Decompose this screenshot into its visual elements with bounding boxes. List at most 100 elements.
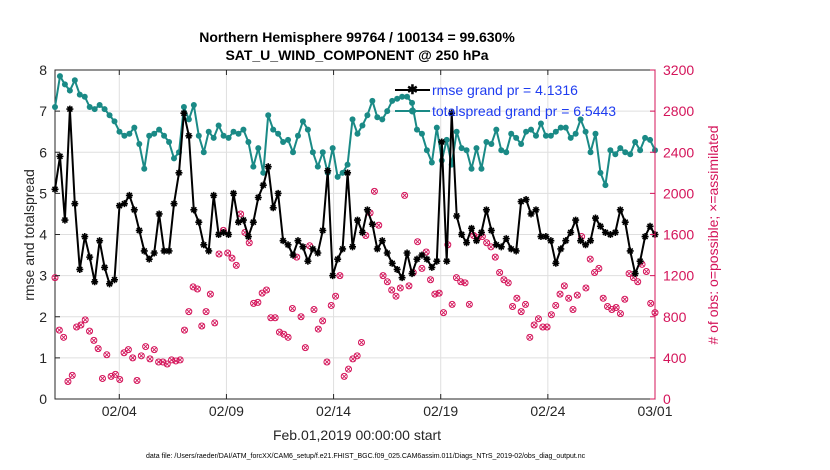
obs-point — [64, 378, 72, 386]
obs-point-cross — [78, 322, 84, 328]
totalspread-series — [52, 73, 658, 189]
obs-point — [215, 250, 223, 258]
totalspread-point — [503, 149, 510, 156]
obs-point-cross — [229, 255, 235, 261]
obs-point — [582, 284, 590, 292]
obs-count-series — [51, 187, 659, 386]
rmse-point — [606, 231, 614, 238]
rmse-point — [477, 228, 485, 236]
totalspread-point — [483, 138, 490, 145]
rmse-point — [225, 231, 233, 238]
obs-point-cross — [647, 300, 654, 307]
rmse-point — [393, 265, 401, 273]
obs-point — [543, 323, 551, 331]
obs-point-cross — [535, 315, 542, 322]
totalspread-point — [126, 130, 133, 137]
obs-point — [332, 292, 340, 300]
obs-point — [452, 274, 460, 282]
obs-point — [150, 346, 158, 354]
rmse-point — [254, 193, 262, 201]
obs-point — [146, 355, 154, 363]
obs-point — [90, 336, 98, 344]
totalspread-point — [240, 126, 247, 133]
obs-point-cross — [440, 309, 447, 316]
totalspread-point — [364, 112, 371, 119]
totalspread-point — [428, 159, 435, 166]
obs-point-cross — [298, 313, 304, 320]
footer-data-file: data file: /Users/raeder/DAI/ATM_forcXX/… — [146, 453, 586, 460]
rmse-point — [398, 274, 406, 282]
rmse-point — [279, 237, 287, 245]
obs-point — [591, 269, 599, 277]
y-right-tick-label: 2800 — [663, 103, 694, 119]
totalspread-point — [557, 124, 564, 131]
totalspread-point — [647, 136, 654, 143]
obs-point — [202, 308, 210, 316]
rmse-point — [269, 204, 277, 212]
rmse-point — [413, 255, 421, 263]
rmse-point — [86, 253, 94, 261]
obs-point — [51, 274, 59, 282]
rmse-point — [611, 228, 619, 236]
obs-point — [383, 278, 391, 286]
obs-point-cross — [211, 320, 218, 326]
obs-point-cross — [557, 291, 563, 297]
rmse-point — [472, 237, 480, 245]
totalspread-point — [349, 116, 356, 123]
obs-point-cross — [181, 327, 188, 333]
x-tick-label: 03/01 — [637, 403, 672, 419]
totalspread-point — [354, 130, 361, 137]
obs-point-cross — [423, 249, 430, 255]
rmse-point — [56, 152, 64, 160]
obs-point-cross — [142, 343, 149, 350]
legend-rmse-label: rmse grand pr = 4.1316 — [432, 82, 578, 98]
obs-point-cross — [388, 287, 395, 293]
obs-point — [586, 255, 594, 263]
legend: ✱ rmse grand pr = 4.1316 totalspread gra… — [395, 82, 616, 119]
totalspread-point — [542, 132, 549, 139]
obs-point-cross — [574, 292, 581, 298]
totalspread-point — [384, 108, 391, 115]
obs-point — [206, 290, 214, 298]
totalspread-point — [56, 73, 63, 80]
obs-point — [448, 300, 456, 308]
obs-point-cross — [198, 323, 205, 329]
rmse-point — [631, 270, 639, 278]
obs-point — [353, 352, 361, 360]
rmse-point — [601, 228, 609, 236]
totalspread-point — [572, 130, 579, 137]
obs-point-cross — [375, 222, 382, 229]
obs-point — [647, 299, 655, 307]
rmse-point — [329, 272, 337, 280]
rmse-point — [616, 206, 624, 214]
totalspread-point — [597, 169, 604, 176]
rmse-point — [487, 226, 495, 234]
obs-point — [124, 346, 132, 354]
totalspread-point — [190, 101, 197, 108]
totalspread-point — [136, 141, 143, 148]
obs-point — [496, 269, 504, 277]
rmse-point — [418, 251, 426, 259]
totalspread-point — [91, 106, 98, 113]
rmse-point — [195, 218, 203, 226]
totalspread-point — [344, 161, 351, 168]
rmse-point — [289, 251, 297, 259]
rmse-point — [388, 259, 396, 267]
rmse-point — [101, 263, 109, 271]
obs-point-cross — [518, 308, 525, 315]
obs-point-cross — [419, 265, 425, 272]
totalspread-point — [473, 145, 480, 152]
rmse-point — [502, 235, 510, 243]
obs-point — [159, 358, 167, 366]
rmse-point — [239, 216, 247, 224]
totalspread-point — [260, 169, 267, 176]
rmse-point — [76, 265, 84, 273]
obs-point-cross — [570, 306, 576, 313]
obs-point — [103, 351, 111, 359]
rmse-point — [438, 138, 446, 146]
totalspread-point — [180, 104, 187, 111]
rmse-point — [482, 206, 490, 214]
rmse-point — [522, 196, 530, 204]
totalspread-point — [607, 147, 614, 154]
